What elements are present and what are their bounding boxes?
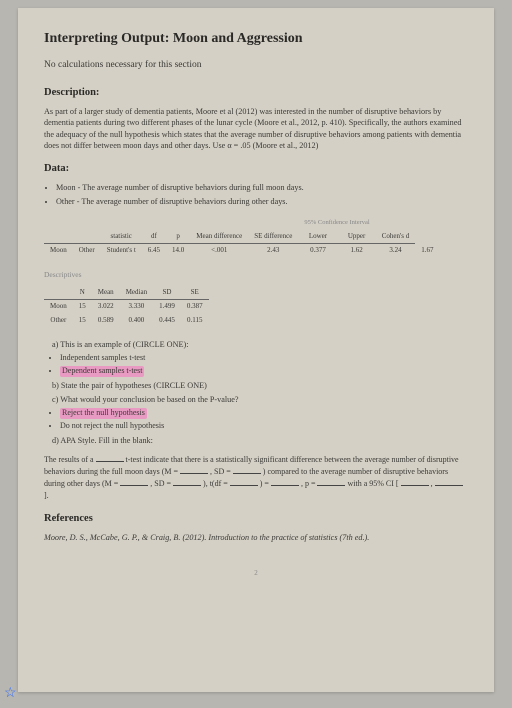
- question-b: b) State the pair of hypotheses (CIRCLE …: [52, 380, 468, 391]
- reference-text: Moore, D. S., McCabe, G. P., & Craig, B.…: [44, 532, 468, 543]
- question-c: c) What would your conclusion be based o…: [52, 394, 468, 405]
- description-heading: Description:: [44, 86, 468, 100]
- document-page: Interpreting Output: Moon and Aggression…: [18, 8, 494, 692]
- conf-header: 95% Confidence Interval: [298, 217, 375, 230]
- page-number: 2: [44, 569, 468, 578]
- qc-opt-1: Reject the null hypothesis: [60, 408, 468, 419]
- page-title: Interpreting Output: Moon and Aggression: [44, 30, 468, 49]
- qc-opt-2: Do not reject the null hypothesis: [60, 421, 468, 432]
- table-row: Moon 15 3.022 3.330 1.499 0.387: [44, 300, 209, 314]
- star-icon[interactable]: ☆: [4, 685, 17, 702]
- bullet-moon: Moon - The average number of disruptive …: [56, 182, 468, 193]
- stats-table: 95% Confidence Interval statistic df p M…: [44, 217, 439, 258]
- references-heading: References: [44, 512, 468, 526]
- question-a: a) This is an example of (CIRCLE ONE):: [52, 339, 468, 350]
- qa-opt-1: Independent samples t-test: [60, 353, 468, 364]
- subtitle: No calculations necessary for this secti…: [44, 59, 468, 72]
- questions: a) This is an example of (CIRCLE ONE): I…: [44, 339, 468, 445]
- bullet-other: Other - The average number of disruptive…: [56, 196, 468, 207]
- qa-opt-2: Dependent samples t-test: [60, 366, 468, 377]
- question-d: d) APA Style. Fill in the blank:: [52, 435, 468, 446]
- description-text: As part of a larger study of dementia pa…: [44, 106, 468, 152]
- descriptives-heading: Descriptives: [44, 270, 468, 280]
- data-bullets: Moon - The average number of disruptive …: [56, 182, 468, 207]
- table-row: Other 15 0.589 0.400 0.445 0.115: [44, 314, 209, 327]
- data-heading: Data:: [44, 162, 468, 176]
- table-row: Moon Other Student's t 6.45 14.0 <.001 2…: [44, 244, 439, 258]
- descriptives-table: N Mean Median SD SE Moon 15 3.022 3.330 …: [44, 286, 209, 327]
- apa-fill: The results of a t-test indicate that th…: [44, 454, 468, 502]
